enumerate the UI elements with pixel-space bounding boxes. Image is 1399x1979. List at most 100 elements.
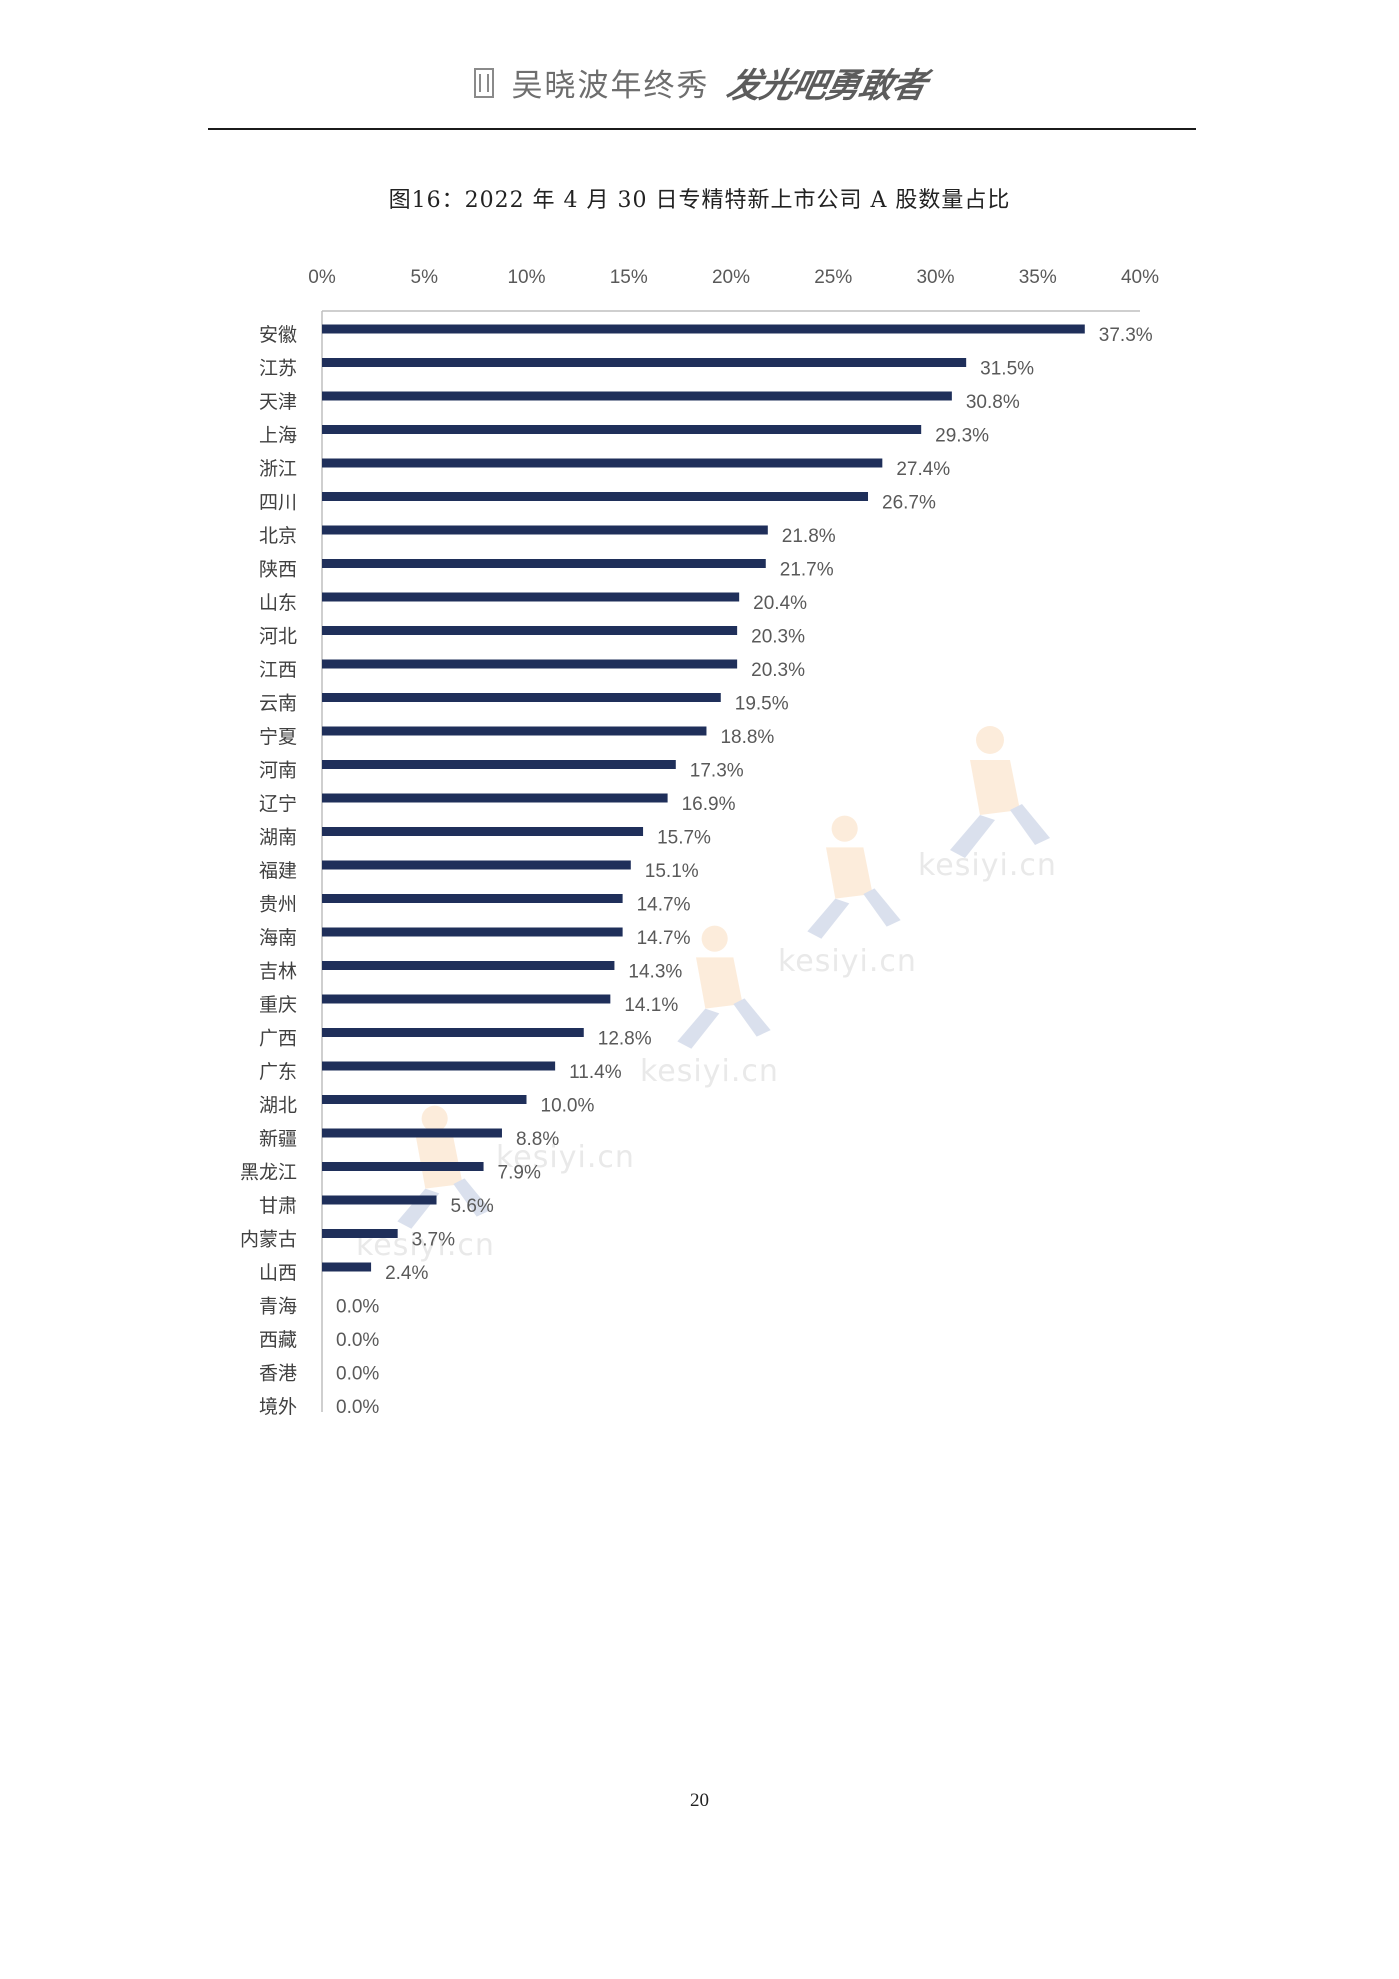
- category-label: 西藏: [259, 1329, 297, 1351]
- watermark: kesiyi.cn: [918, 848, 1057, 883]
- data-label: 31.5%: [980, 359, 1034, 380]
- page-header: 吴晓波年终秀 发光吧勇敢者: [0, 58, 1399, 107]
- category-label: 北京: [259, 525, 297, 547]
- page-number: 20: [690, 1790, 709, 1811]
- bar: [322, 358, 967, 367]
- category-label: 香港: [259, 1363, 297, 1385]
- data-label: 15.1%: [645, 861, 699, 882]
- x-tick-label: 10%: [507, 267, 545, 288]
- category-label: 海南: [259, 927, 297, 949]
- category-label: 山西: [259, 1262, 297, 1284]
- bar: [322, 458, 883, 468]
- category-label: 山东: [259, 592, 297, 614]
- bar: [322, 827, 644, 836]
- category-label: 内蒙古: [240, 1229, 297, 1251]
- data-label: 21.7%: [780, 560, 834, 581]
- bar: [322, 659, 738, 669]
- category-label: 河北: [259, 626, 297, 648]
- bar: [322, 1128, 502, 1138]
- data-label: 21.8%: [782, 526, 836, 547]
- x-tick-label: 25%: [814, 267, 852, 288]
- category-label: 广东: [259, 1061, 297, 1083]
- category-label: 新疆: [259, 1128, 297, 1150]
- category-label: 河南: [259, 760, 297, 782]
- category-label: 贵州: [259, 894, 297, 916]
- data-label: 20.3%: [751, 660, 805, 681]
- bar: [322, 693, 721, 702]
- data-label: 14.1%: [624, 995, 678, 1016]
- bar: [322, 592, 740, 602]
- category-label: 安徽: [259, 324, 297, 346]
- data-label: 14.7%: [637, 895, 691, 916]
- brand-name: 吴晓波年终秀: [511, 68, 710, 104]
- bar: [322, 425, 922, 434]
- bar: [322, 1061, 556, 1071]
- category-label: 福建: [259, 860, 297, 882]
- data-label: 14.3%: [628, 962, 682, 983]
- data-label: 26.7%: [882, 493, 936, 514]
- x-tick-label: 35%: [1019, 267, 1057, 288]
- data-label: 19.5%: [735, 694, 789, 715]
- category-label: 江西: [259, 659, 297, 681]
- data-label: 3.7%: [412, 1230, 455, 1251]
- category-label: 青海: [259, 1296, 297, 1318]
- watermark: kesiyi.cn: [640, 1054, 779, 1089]
- bar: [322, 860, 631, 870]
- bar: [322, 793, 668, 803]
- category-label: 重庆: [259, 994, 297, 1016]
- bar: [322, 1162, 484, 1171]
- runner-watermark-icon: [807, 815, 901, 939]
- bar: [322, 525, 768, 535]
- data-label: 14.7%: [637, 928, 691, 949]
- category-label: 江苏: [259, 358, 297, 380]
- category-label: 宁夏: [259, 726, 297, 748]
- x-tick-label: 15%: [610, 267, 648, 288]
- data-label: 0.0%: [336, 1330, 379, 1351]
- bar: [322, 626, 738, 635]
- data-label: 11.4%: [569, 1062, 622, 1083]
- category-label: 天津: [259, 391, 297, 413]
- x-tick-label: 5%: [411, 267, 439, 288]
- data-label: 20.3%: [751, 627, 805, 648]
- data-label: 20.4%: [753, 593, 807, 614]
- bar: [322, 1028, 584, 1037]
- data-label: 5.6%: [451, 1196, 494, 1217]
- data-label: 8.8%: [516, 1129, 559, 1150]
- data-label: 16.9%: [682, 794, 736, 815]
- category-label: 甘肃: [259, 1195, 297, 1217]
- category-label: 湖南: [259, 827, 297, 849]
- data-label: 15.7%: [657, 828, 711, 849]
- bar: [322, 324, 1085, 334]
- category-label: 辽宁: [259, 793, 297, 815]
- data-label: 30.8%: [966, 392, 1020, 413]
- bar: [322, 492, 869, 501]
- data-label: 12.8%: [598, 1029, 652, 1050]
- data-label: 7.9%: [498, 1163, 541, 1184]
- category-label: 浙江: [259, 458, 297, 480]
- data-label: 17.3%: [690, 761, 744, 782]
- bar: [322, 927, 623, 937]
- brand-logo-icon: [473, 67, 494, 98]
- data-label: 37.3%: [1099, 325, 1153, 346]
- header-divider: [208, 128, 1196, 130]
- data-label: 29.3%: [935, 426, 989, 447]
- data-label: 10.0%: [541, 1096, 595, 1117]
- category-label: 广西: [259, 1028, 297, 1050]
- bar: [322, 1195, 437, 1205]
- runner-watermark-icon: [950, 726, 1050, 858]
- bar: [322, 961, 615, 970]
- bar: [322, 1095, 527, 1104]
- bar: [322, 1262, 372, 1272]
- bar: [322, 760, 676, 769]
- data-label: 0.0%: [336, 1297, 379, 1318]
- category-label: 陕西: [259, 559, 297, 581]
- data-label: 18.8%: [720, 727, 774, 748]
- watermark: kesiyi.cn: [778, 944, 917, 979]
- x-tick-label: 40%: [1121, 267, 1159, 288]
- category-label: 云南: [259, 693, 297, 715]
- category-label: 境外: [259, 1396, 297, 1418]
- x-tick-label: 20%: [712, 267, 750, 288]
- category-label: 四川: [259, 492, 297, 514]
- watermark: kesiyi.cn: [496, 1140, 635, 1175]
